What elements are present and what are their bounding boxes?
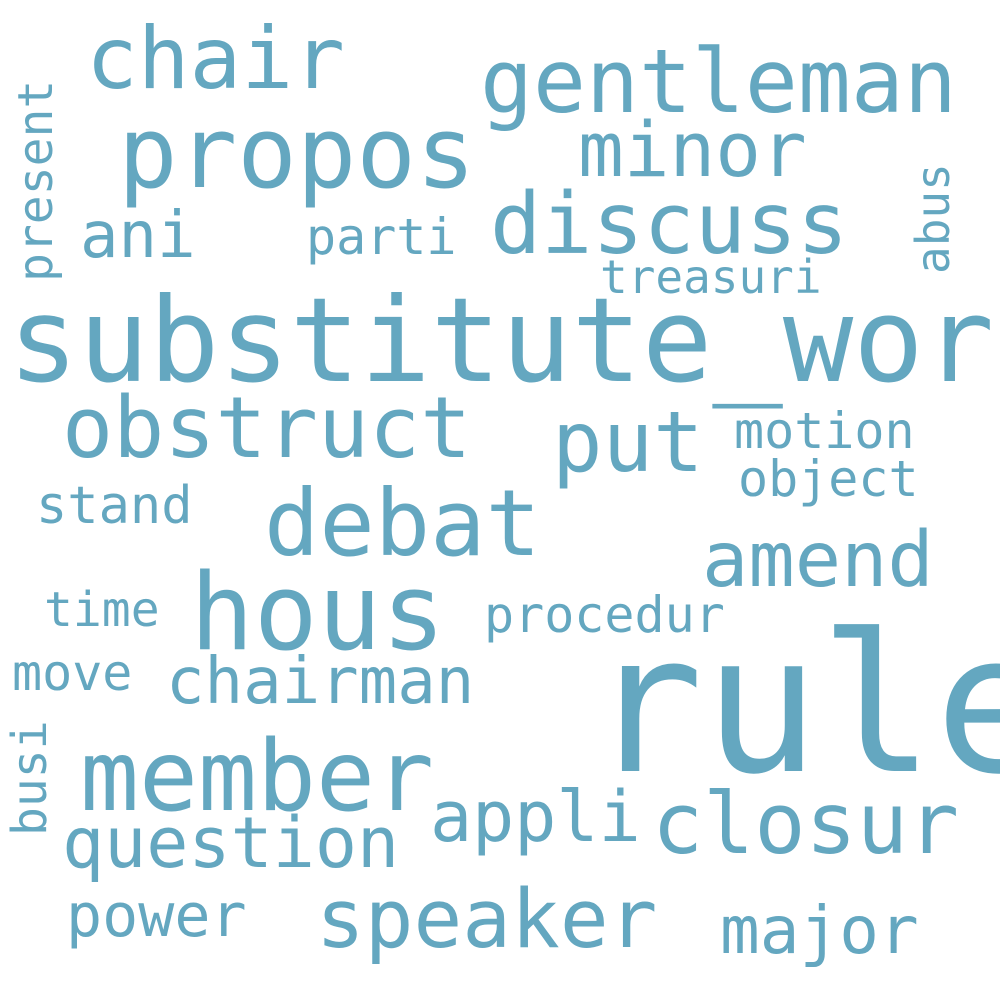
word-procedur: procedur — [484, 586, 725, 644]
word-ani: ani — [80, 199, 196, 273]
word-speaker: speaker — [316, 873, 658, 967]
word-object: object — [738, 450, 919, 508]
word-major: major — [720, 892, 919, 969]
word-obstruct: obstruct — [62, 379, 472, 478]
word-closur: closur — [652, 775, 960, 874]
word-minor: minor — [578, 105, 807, 194]
word-motion: motion — [734, 402, 915, 460]
word-chair: chair — [86, 9, 345, 109]
word-treasuri: treasuri — [600, 250, 822, 304]
word-stand: stand — [36, 476, 193, 536]
word-busi: busi — [2, 720, 58, 836]
word-power: power — [66, 881, 247, 951]
word-propos: propos — [118, 96, 476, 211]
word-debat: debat — [264, 470, 541, 577]
word-appli: appli — [430, 776, 641, 858]
word-member: member — [80, 720, 435, 834]
word-hous: hous — [190, 551, 446, 674]
word-put: put — [552, 393, 704, 491]
word-rule: rule — [588, 594, 1000, 817]
word-amend: amend — [702, 516, 934, 605]
word-present: present — [8, 79, 64, 282]
word-substitute-word: substitute_word — [8, 272, 1000, 409]
word-question: question — [62, 802, 400, 884]
word-chairman: chairman — [166, 645, 475, 719]
word-move: move — [12, 644, 133, 702]
word-time: time — [44, 582, 160, 638]
word-abus: abus — [906, 163, 960, 274]
word-gentleman: gentleman — [480, 30, 957, 133]
word-parti: parti — [306, 208, 457, 266]
word-discuss: discuss — [490, 175, 849, 274]
